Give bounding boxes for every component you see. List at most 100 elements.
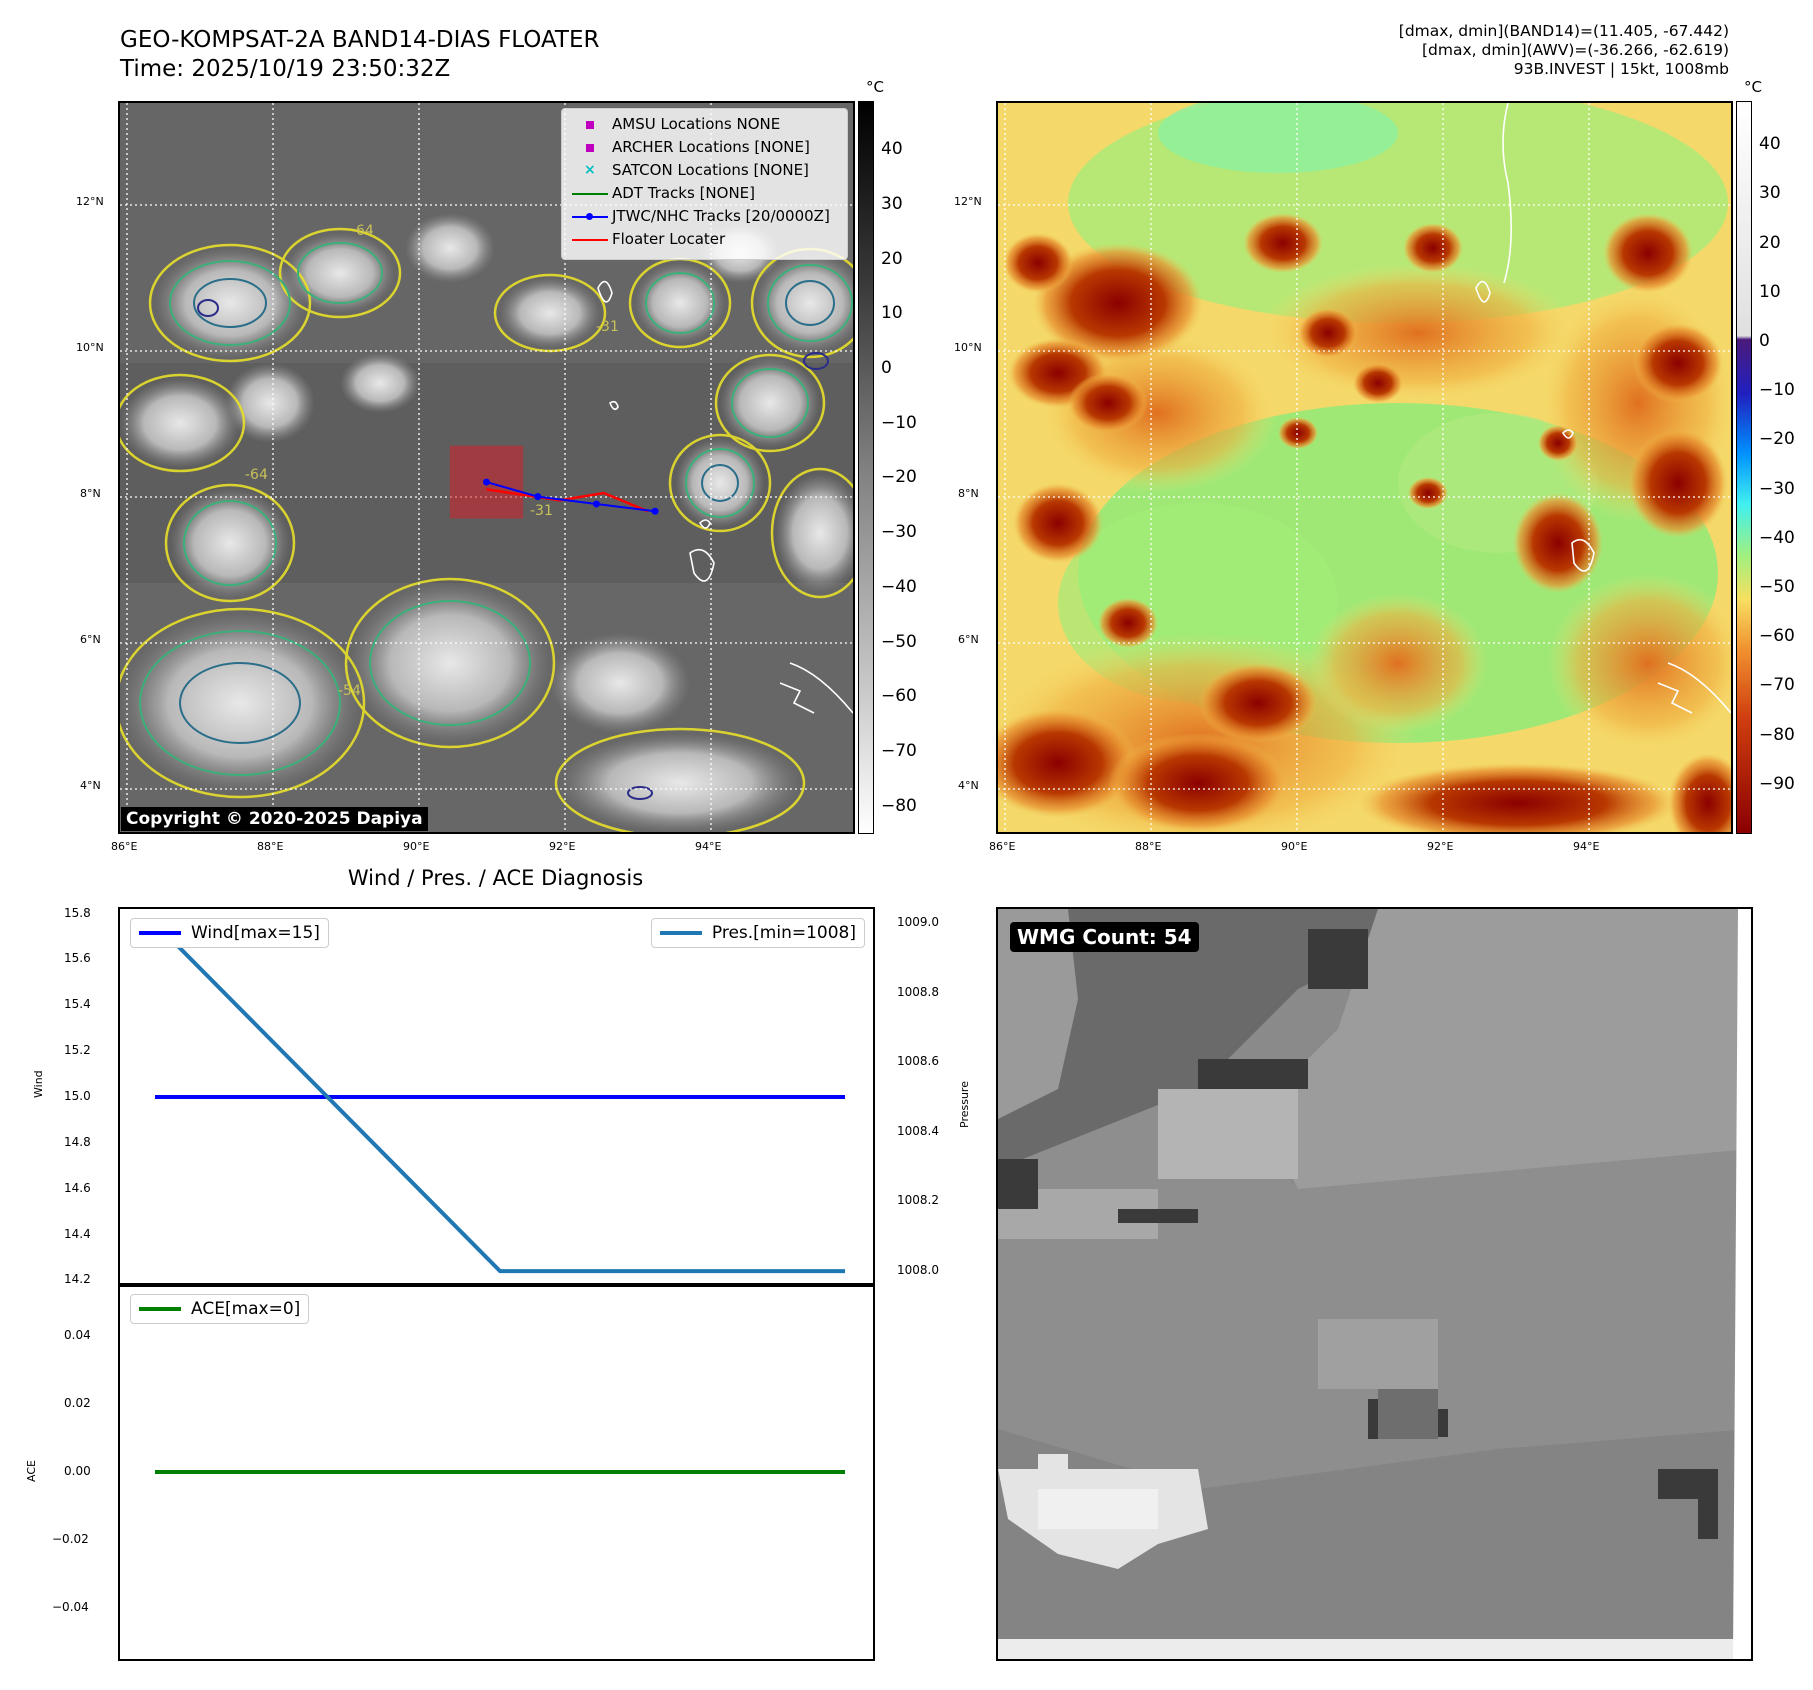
ace-legend: ACE[max=0] <box>130 1294 310 1324</box>
ir-colorbar <box>858 101 874 834</box>
ace-svg <box>155 1470 845 1474</box>
ace-tick-label: 0.00 <box>64 1464 91 1478</box>
legend-label: ADT Tracks [NONE] <box>612 184 756 202</box>
contour-label: -54 <box>338 683 361 699</box>
wind-pressure-svg <box>153 921 845 1274</box>
wind-legend-swatch <box>139 931 181 935</box>
jtwc-track-point <box>651 507 659 515</box>
pressure-tick-label: 1008.2 <box>897 1193 939 1208</box>
lat-label: 8°N <box>80 487 101 500</box>
lat-label: 6°N <box>80 633 101 646</box>
colorbar-tick-label: 10 <box>1759 281 1781 302</box>
map-legend: AMSU Locations NONE ARCHER Locations [NON… <box>561 108 848 260</box>
lat-label: 8°N <box>958 487 979 500</box>
legend-marker <box>570 113 610 136</box>
ace-tick-label: −0.02 <box>52 1532 89 1546</box>
contour-label: 64 <box>356 223 374 239</box>
colorbar-tick-label: 10 <box>881 303 903 324</box>
diagnosis-title: Wind / Pres. / ACE Diagnosis <box>347 866 644 890</box>
colorbar-tick-label: 40 <box>881 139 903 160</box>
colorbar-tick-label: −50 <box>1759 577 1795 598</box>
pressure-tick-label: 1008.4 <box>897 1123 939 1138</box>
colorbar-tick-label: −70 <box>1759 675 1795 696</box>
lat-label: 10°N <box>954 341 982 354</box>
wind-legend: Wind[max=15] <box>130 918 329 948</box>
legend-label: JTWC/NHC Tracks [20/0000Z] <box>612 207 830 225</box>
colorbar-tick-label: 40 <box>1759 134 1781 155</box>
lon-label: 90°E <box>1281 840 1308 853</box>
lon-label: 88°E <box>257 840 284 853</box>
colorbar-tick-label: 20 <box>1759 232 1781 253</box>
contour-label: -31 <box>530 503 553 519</box>
awv-map-panel[interactable] <box>996 101 1733 834</box>
colorbar-tick-label: −90 <box>1759 773 1795 794</box>
lon-label: 86°E <box>989 840 1016 853</box>
pressure-tick-label: 1008.8 <box>897 984 939 999</box>
contour-label: -31 <box>596 319 619 335</box>
ace-tick-label: 0.04 <box>64 1328 91 1342</box>
legend-marker <box>570 205 610 228</box>
legend-marker: × <box>584 162 596 178</box>
awv-colorbar-unit: °C <box>1744 78 1762 96</box>
colorbar-tick-label: −50 <box>881 631 917 652</box>
wind-tick-label: 14.8 <box>64 1134 91 1149</box>
pressure-legend-swatch <box>659 931 702 935</box>
lon-label: 94°E <box>695 840 722 853</box>
title-line2: Time: 2025/10/19 23:50:32Z <box>120 56 451 82</box>
colorbar-tick-label: 30 <box>1759 183 1781 204</box>
colorbar-tick-label: 20 <box>881 248 903 269</box>
legend-marker <box>570 182 610 205</box>
awv-map-image <box>998 103 1731 832</box>
colorbar-tick-label: −20 <box>1759 429 1795 450</box>
legend-item: JTWC/NHC Tracks [20/0000Z] <box>562 205 847 228</box>
pressure-axis-label: Pressure <box>958 1081 971 1128</box>
legend-label: ARCHER Locations [NONE] <box>612 138 810 156</box>
legend-item: Floater Locater <box>562 228 847 251</box>
legend-item: ADT Tracks [NONE] <box>562 182 847 205</box>
wind-pressure-plot[interactable]: Wind[max=15] Pres.[min=1008] <box>118 907 875 1287</box>
figure-title: GEO-KOMPSAT-2A BAND14-DIAS FLOATER Time:… <box>120 26 600 84</box>
wind-tick-label: 15.6 <box>64 951 91 966</box>
copyright-label: Copyright © 2020-2025 Dapiya <box>121 807 428 831</box>
lon-label: 90°E <box>403 840 430 853</box>
ir-map-panel[interactable]: 64 -31 -64 -54 -31 Copyright © 2020-2025… <box>118 101 855 834</box>
title-line1: GEO-KOMPSAT-2A BAND14-DIAS FLOATER <box>120 27 600 53</box>
colorbar-tick-label: 0 <box>1759 331 1770 352</box>
colorbar-tick-label: −30 <box>1759 478 1795 499</box>
legend-label: AMSU Locations NONE <box>612 115 781 133</box>
wmg-panel[interactable]: WMG Count: 54 <box>996 907 1753 1661</box>
jtwc-track <box>486 481 656 513</box>
colorbar-tick-label: −80 <box>881 795 917 816</box>
ace-legend-label: ACE[max=0] <box>191 1299 301 1319</box>
lon-label: 92°E <box>549 840 576 853</box>
colorbar-tick-label: 30 <box>881 193 903 214</box>
pressure-tick-label: 1009.0 <box>897 914 939 929</box>
colorbar-tick-label: −20 <box>881 467 917 488</box>
legend-marker <box>570 228 610 251</box>
colorbar-tick-label: −80 <box>1759 724 1795 745</box>
legend-item: ARCHER Locations [NONE] <box>562 136 847 159</box>
pressure-legend-label: Pres.[min=1008] <box>711 923 856 943</box>
wmg-count-badge: WMG Count: 54 <box>1010 922 1199 952</box>
info-line1: [dmax, dmin](BAND14)=(11.405, -67.442) <box>1398 22 1729 40</box>
ace-legend-swatch <box>139 1307 181 1311</box>
pressure-tick-label: 1008.6 <box>897 1054 939 1069</box>
legend-item: AMSU Locations NONE <box>562 113 847 136</box>
ace-axis-label: ACE <box>25 1460 38 1482</box>
lat-label: 10°N <box>76 341 104 354</box>
colorbar-tick-label: −60 <box>1759 626 1795 647</box>
wind-tick-label: 14.2 <box>64 1272 91 1287</box>
wind-tick-label: 15.8 <box>64 905 91 920</box>
colorbar-tick-label: −60 <box>881 686 917 707</box>
wind-tick-label: 14.4 <box>64 1226 91 1241</box>
pressure-series-line <box>153 921 845 1274</box>
wind-tick-label: 15.4 <box>64 997 91 1012</box>
wind-tick-label: 15.0 <box>64 1089 91 1103</box>
ace-plot[interactable]: ACE[max=0] <box>118 1283 875 1661</box>
colorbar-tick-label: −10 <box>881 412 917 433</box>
legend-item: × SATCON Locations [NONE] <box>562 159 847 182</box>
lat-label: 4°N <box>80 779 101 792</box>
contour-label: -64 <box>245 467 268 483</box>
ace-tick-label: 0.02 <box>64 1396 91 1410</box>
info-line3: 93B.INVEST | 15kt, 1008mb <box>1513 60 1729 78</box>
